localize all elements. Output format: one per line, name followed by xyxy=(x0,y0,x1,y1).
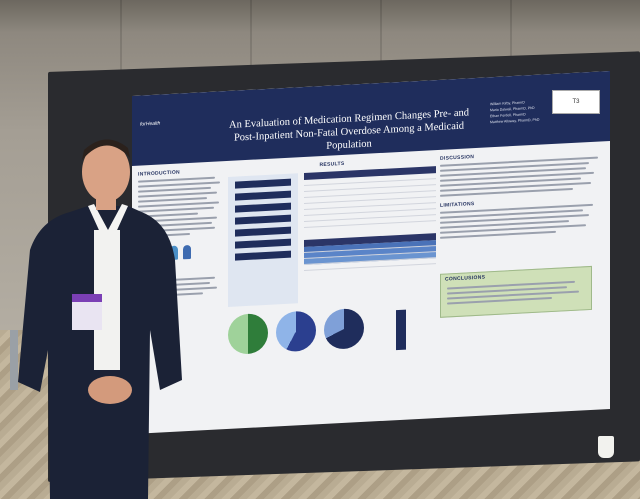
paper-cup xyxy=(598,436,614,458)
results-column: RESULTS xyxy=(228,156,436,419)
flow-diagram xyxy=(228,173,298,307)
discussion-column: DISCUSSION LIMITATIONS CONCLUSIONS xyxy=(440,147,606,408)
pie-charts xyxy=(228,304,436,359)
board-number-tag: T3 xyxy=(552,90,600,114)
presenter-person xyxy=(10,139,182,499)
pie-chart xyxy=(276,310,316,353)
pie-chart xyxy=(324,307,364,350)
conclusions-box: CONCLUSIONS xyxy=(440,265,592,318)
bar-chart xyxy=(386,305,416,351)
poster-title: An Evaluation of Medication Regimen Chan… xyxy=(214,106,484,159)
pie-chart xyxy=(228,312,268,355)
results-tables xyxy=(304,166,436,303)
poster-logo: forHealth xyxy=(140,120,161,128)
research-poster: forHealth An Evaluation of Medication Re… xyxy=(132,70,610,434)
